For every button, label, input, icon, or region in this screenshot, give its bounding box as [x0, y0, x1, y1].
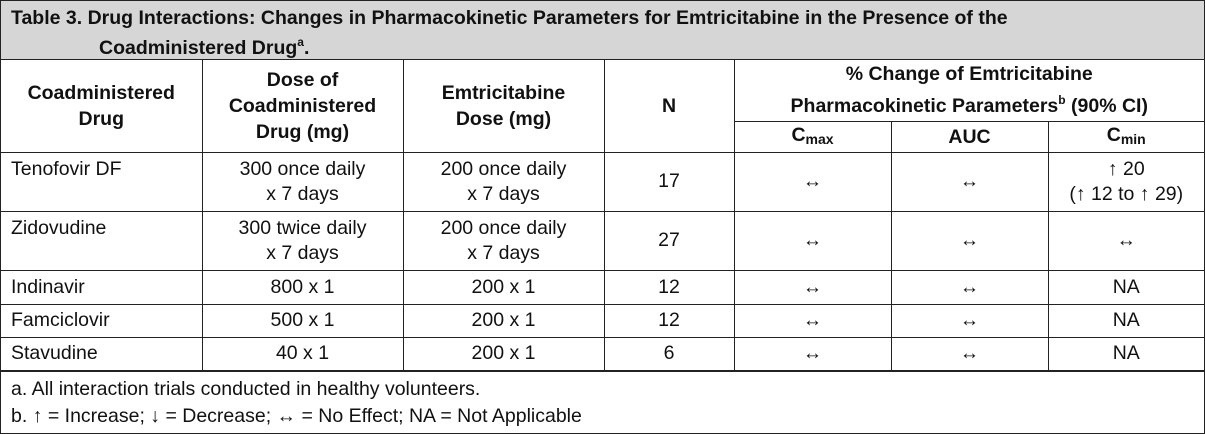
n-cell: 12 [603, 303, 735, 338]
cmin-cell: NA [1047, 336, 1204, 371]
caption-line-1: Table 3. Drug Interactions: Changes in P… [11, 7, 1008, 29]
drug-name: Famciclovir [1, 303, 203, 338]
emtricitabine-dose-cell: 200 x 1 [402, 336, 605, 371]
n-cell: 12 [603, 269, 735, 305]
footnotes: a. All interaction trials conducted in h… [1, 370, 1204, 430]
emtricitabine-dose-cell: 200 x 1 [402, 303, 605, 338]
cmin-cell: NA [1047, 303, 1204, 338]
cmin-cell: ↔ [1047, 210, 1204, 271]
auc-cell: ↔ [890, 210, 1049, 271]
auc-cell: ↔ [890, 269, 1049, 305]
footnote-b: b. ↑ = Increase; ↓ = Decrease; ↔ = No Ef… [11, 404, 582, 427]
emtricitabine-dose-cell: 200 x 1 [402, 269, 605, 305]
table-row: Famciclovir 500 x 1 200 x 1 12 ↔ ↔ NA [1, 303, 1204, 338]
table-row: Zidovudine 300 twice daily x 7 days 200 o… [1, 210, 1204, 271]
dose-cell: 800 x 1 [201, 269, 404, 305]
footnote-a: a. All interaction trials conducted in h… [11, 377, 481, 400]
header-emtricitabine-dose: Emtricitabine Dose (mg) [402, 60, 605, 153]
n-cell: 17 [603, 151, 735, 212]
header-percent-change: % Change of Emtricitabine Pharmacokinetic… [733, 60, 1204, 122]
table-row: Tenofovir DF 300 once daily x 7 days 200 … [1, 151, 1204, 212]
dose-cell: 40 x 1 [201, 336, 404, 371]
auc-cell: ↔ [890, 151, 1049, 212]
auc-cell: ↔ [890, 336, 1049, 371]
header-auc: AUC [890, 120, 1049, 153]
table-row: Stavudine 40 x 1 200 x 1 6 ↔ ↔ NA [1, 336, 1204, 371]
caption-line-2: Coadministered Druga. [99, 35, 310, 59]
cmax-cell: ↔ [733, 336, 892, 371]
table-caption: Table 3. Drug Interactions: Changes in P… [1, 1, 1204, 60]
drug-name: Indinavir [1, 269, 203, 305]
interaction-table: Coadministered Drug Dose of Coadministered… [1, 60, 1204, 371]
cmin-cell: ↑ 20 (↑ 12 to ↑ 29) [1047, 151, 1204, 212]
emtricitabine-dose-cell: 200 once daily x 7 days [402, 151, 605, 212]
n-cell: 6 [603, 336, 735, 371]
emtricitabine-dose-cell: 200 once daily x 7 days [402, 210, 605, 271]
drug-name: Tenofovir DF [1, 151, 203, 212]
cmin-cell: NA [1047, 269, 1204, 305]
header-coadministered-drug: Coadministered Drug [1, 60, 203, 153]
auc-cell: ↔ [890, 303, 1049, 338]
header-cmin: Cmin [1047, 120, 1204, 153]
header-n: N [603, 60, 735, 153]
n-cell: 27 [603, 210, 735, 271]
dose-cell: 300 once daily x 7 days [201, 151, 404, 212]
cmax-cell: ↔ [733, 151, 892, 212]
dose-cell: 300 twice daily x 7 days [201, 210, 404, 271]
cmax-cell: ↔ [733, 210, 892, 271]
header-dose: Dose of Coadministered Drug (mg) [201, 60, 404, 153]
dose-cell: 500 x 1 [201, 303, 404, 338]
drug-name: Zidovudine [1, 210, 203, 271]
footnote-a-marker: a [297, 35, 304, 49]
drug-name: Stavudine [1, 336, 203, 371]
header-cmax: Cmax [734, 120, 892, 153]
cmax-cell: ↔ [733, 303, 892, 338]
footnote-b-marker: b [1058, 93, 1066, 108]
cmax-cell: ↔ [733, 269, 892, 305]
table-row: Indinavir 800 x 1 200 x 1 12 ↔ ↔ NA [1, 269, 1204, 305]
